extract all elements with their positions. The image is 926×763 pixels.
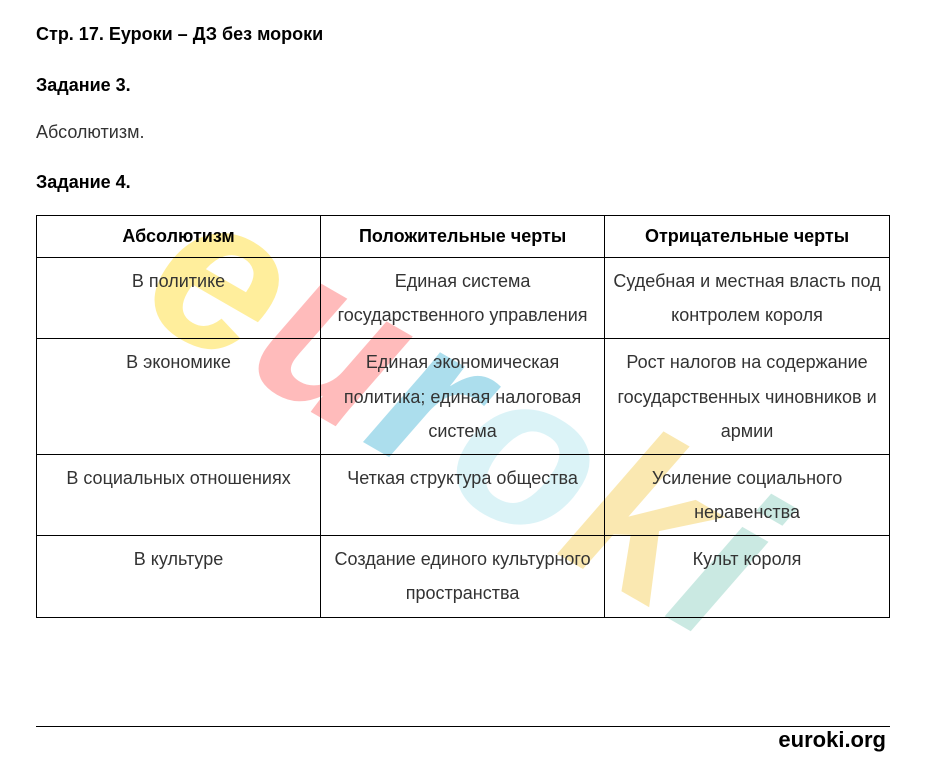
table-cell: Культ короля [605,536,890,617]
table-row: В экономике Единая экономическая политик… [37,339,890,455]
task4-heading: Задание 4. [36,168,890,197]
table-cell: Единая экономическая политика; единая на… [321,339,605,455]
table-cell: В политике [37,257,321,338]
table-cell: Усиление социального неравенства [605,454,890,535]
table-row: В культуре Создание единого культурного … [37,536,890,617]
table-cell: В культуре [37,536,321,617]
table-row: В политике Единая система государственно… [37,257,890,338]
table-cell: Судебная и местная власть под контролем … [605,257,890,338]
page-title: Стр. 17. Еуроки – ДЗ без мороки [36,20,890,49]
footer-divider [36,726,890,727]
task3-answer: Абсолютизм. [36,118,890,147]
table-cell: Единая система государственного управлен… [321,257,605,338]
table-cell: Создание единого культурного пространств… [321,536,605,617]
footer-text: euroki.org [778,722,886,757]
table-cell: Рост налогов на содержание государственн… [605,339,890,455]
table-cell: В социальных отношениях [37,454,321,535]
document-page: euroki Стр. 17. Еуроки – ДЗ без мороки З… [0,0,926,763]
table-cell: Четкая структура общества [321,454,605,535]
table-header-row: Абсолютизм Положительные черты Отрицател… [37,216,890,258]
table-header-cell: Положительные черты [321,216,605,258]
task3-heading: Задание 3. [36,71,890,100]
task4-table: Абсолютизм Положительные черты Отрицател… [36,215,890,617]
table-row: В социальных отношениях Четкая структура… [37,454,890,535]
table-header-cell: Абсолютизм [37,216,321,258]
table-header-cell: Отрицательные черты [605,216,890,258]
table-cell: В экономике [37,339,321,455]
content-area: Стр. 17. Еуроки – ДЗ без мороки Задание … [36,20,890,618]
